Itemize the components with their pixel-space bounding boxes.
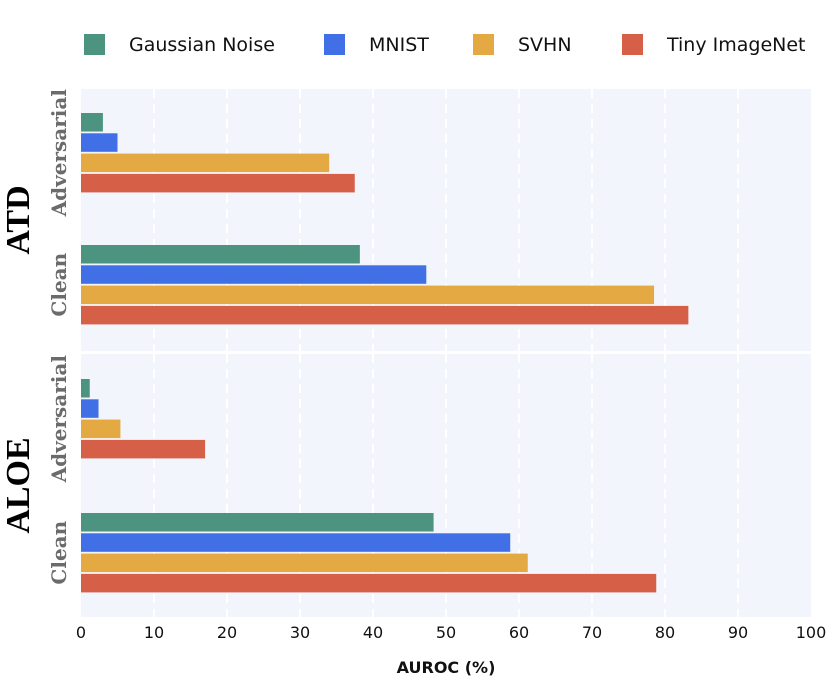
x-tick-label: 30	[290, 623, 310, 642]
legend-swatch	[84, 34, 105, 55]
x-tick-label: 20	[217, 623, 237, 642]
x-tick-label: 40	[363, 623, 383, 642]
legend-label: SVHN	[518, 34, 572, 56]
group-label: Adversarial	[47, 89, 71, 218]
bar-aloe-adversarial-2	[81, 419, 121, 439]
x-tick-label: 90	[728, 623, 748, 642]
bar-aloe-adversarial-0	[81, 379, 90, 398]
panel-atd: Adversarial Clean ATD	[0, 89, 811, 351]
bar-atd-clean-1	[81, 265, 427, 284]
x-axis: 0 10 20 30 40 50 60 70 80 90 100	[76, 623, 826, 642]
chart-panels: Adversarial Clean ATD Adversarial Clean ALOE	[0, 89, 811, 617]
group-label: Adversarial	[47, 355, 71, 484]
bar-atd-adversarial-3	[81, 173, 355, 193]
legend-label: MNIST	[369, 34, 429, 56]
bar-atd-clean-2	[81, 285, 655, 305]
legend-label: Tiny ImageNet	[666, 34, 805, 56]
x-tick-label: 70	[582, 623, 602, 642]
bar-aloe-adversarial-3	[81, 439, 206, 459]
bar-atd-adversarial-0	[81, 113, 103, 132]
chart-legend: Gaussian Noise MNIST SVHN Tiny ImageNet	[84, 34, 805, 56]
model-label: ALOE	[0, 437, 37, 533]
bar-aloe-clean-1	[81, 533, 511, 552]
x-tick-label: 60	[509, 623, 529, 642]
legend-swatch	[622, 34, 643, 55]
x-tick-label: 50	[436, 623, 456, 642]
panel-background	[81, 354, 811, 617]
bar-atd-clean-0	[81, 245, 360, 264]
bar-atd-adversarial-1	[81, 133, 118, 152]
x-tick-label: 100	[796, 623, 827, 642]
model-label: ATD	[0, 185, 37, 254]
legend-label: Gaussian Noise	[129, 34, 275, 56]
group-label: Clean	[47, 520, 71, 584]
bar-aloe-clean-2	[81, 553, 528, 573]
bar-atd-adversarial-2	[81, 153, 330, 173]
x-axis-label: AUROC (%)	[397, 658, 496, 677]
x-tick-label: 80	[655, 623, 675, 642]
legend-swatch	[324, 34, 345, 55]
bar-aloe-clean-0	[81, 513, 434, 532]
panel-aloe: Adversarial Clean ALOE	[0, 354, 811, 617]
x-tick-label: 0	[76, 623, 86, 642]
bar-aloe-adversarial-1	[81, 399, 99, 418]
bar-aloe-clean-3	[81, 573, 657, 593]
bar-atd-clean-3	[81, 305, 689, 325]
group-label: Clean	[47, 252, 71, 316]
legend-swatch	[473, 34, 494, 55]
x-tick-label: 10	[144, 623, 164, 642]
